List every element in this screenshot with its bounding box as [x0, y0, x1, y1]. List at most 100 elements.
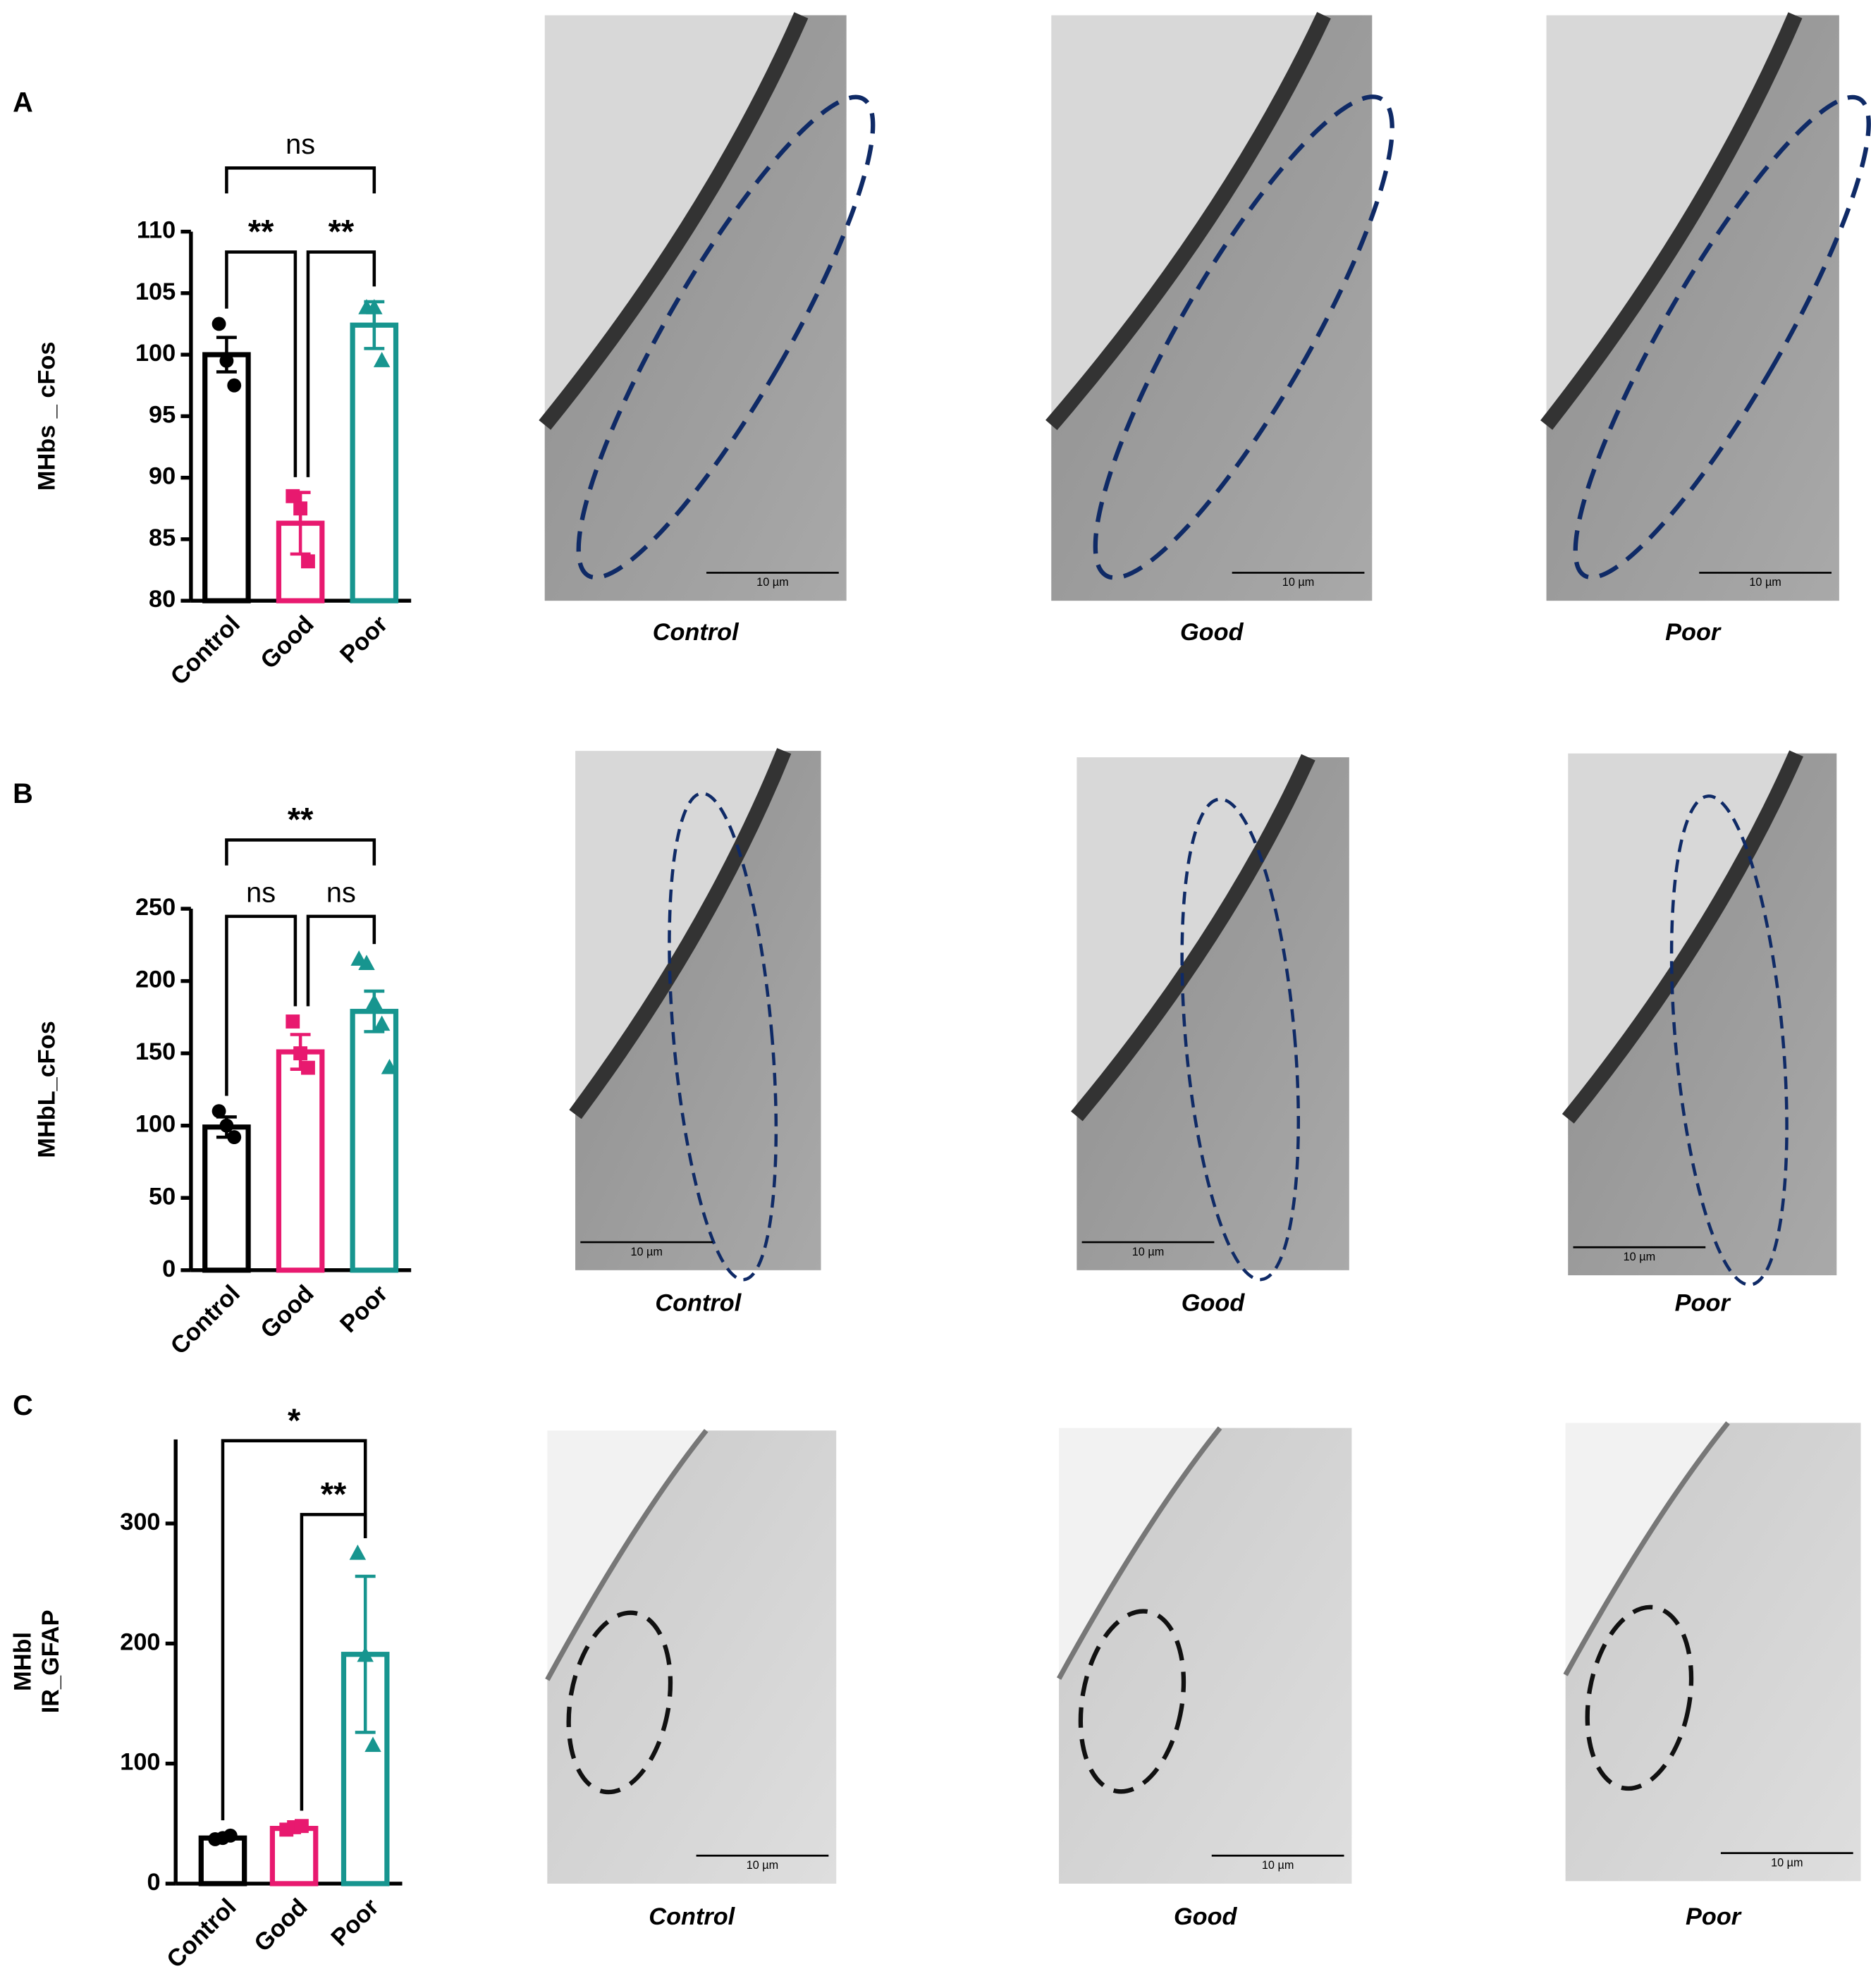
data-point	[366, 299, 383, 314]
significance-label: **	[329, 214, 355, 250]
significance-bracket	[225, 166, 376, 194]
significance-bracket	[225, 838, 376, 866]
data-point	[211, 1104, 226, 1119]
scale-bar-label: 10 µm	[747, 1859, 778, 1872]
y-tick-label: 95	[149, 401, 176, 428]
micrograph: 10 µm	[539, 12, 876, 601]
significance-label: **	[288, 802, 314, 838]
significance-bracket	[225, 914, 297, 1096]
data-point	[358, 955, 375, 971]
significance-label: ns	[246, 878, 276, 909]
data-point	[286, 1014, 300, 1029]
data-point	[301, 554, 315, 569]
x-tick-label: Control	[166, 610, 245, 690]
region-outline	[1669, 794, 1789, 1287]
data-point	[364, 1736, 381, 1753]
x-tick-label: Control	[166, 1280, 245, 1360]
image-caption: Control	[653, 619, 740, 646]
y-axis-label: IR_GFAP	[37, 1610, 64, 1714]
x-tick-label: Poor	[335, 610, 393, 668]
scale-bar-label: 10 µm	[630, 1246, 662, 1258]
bar	[202, 1124, 251, 1273]
y-tick-label: 0	[147, 1869, 160, 1896]
tissue	[1059, 1428, 1352, 1884]
tissue	[1051, 15, 1373, 601]
tissue-edge	[1056, 1426, 1222, 1680]
tissue-edge	[1562, 750, 1803, 1124]
y-tick-label: 100	[135, 1111, 176, 1138]
significance-label: **	[321, 1476, 347, 1513]
significance-label: ns	[326, 878, 356, 909]
y-axis-label: MHbL_cFos	[34, 1021, 61, 1158]
x-tick-label: Good	[255, 610, 319, 674]
significance-bracket	[300, 1513, 367, 1811]
region-outline	[1573, 94, 1871, 580]
y-tick-label: 105	[135, 278, 176, 305]
region-outline	[566, 1610, 673, 1795]
image-caption: Good	[1182, 1290, 1246, 1317]
tissue	[547, 1430, 837, 1884]
panel-label: B	[13, 778, 33, 809]
tissue	[1546, 15, 1839, 601]
y-tick-label: 150	[135, 1038, 176, 1065]
tissue-edge	[1071, 754, 1315, 1122]
data-point	[293, 1046, 308, 1061]
tissue	[544, 15, 847, 601]
tissue	[1568, 753, 1837, 1275]
micrograph: 10 µm	[1562, 750, 1837, 1287]
image-caption: Good	[1180, 619, 1244, 646]
data-point	[373, 352, 391, 367]
tissue	[1565, 1423, 1861, 1882]
tissue	[575, 751, 821, 1270]
significance-bracket	[306, 914, 376, 1007]
y-tick-label: 50	[149, 1183, 176, 1210]
data-point	[219, 353, 234, 368]
data-point	[294, 1819, 309, 1834]
region-outline	[668, 792, 778, 1282]
tissue-edge	[569, 748, 792, 1119]
x-tick-label: Good	[249, 1894, 312, 1957]
bar	[269, 1826, 319, 1886]
y-tick-label: 300	[120, 1509, 160, 1535]
data-point	[286, 489, 300, 503]
tissue-edge	[1045, 12, 1331, 431]
tissue-edge	[539, 12, 809, 430]
data-point	[381, 1059, 398, 1074]
y-tick-label: 200	[120, 1628, 160, 1655]
significance-bracket	[306, 250, 376, 477]
x-tick-label: Control	[161, 1894, 241, 1973]
x-tick-label: Poor	[326, 1894, 384, 1951]
region-outline	[1180, 797, 1301, 1282]
y-tick-label: 85	[149, 524, 176, 551]
data-point	[301, 1060, 315, 1075]
bar	[202, 352, 251, 603]
micrograph: 10 µm	[1563, 1421, 1861, 1882]
y-tick-label: 250	[135, 894, 176, 921]
y-tick-label: 0	[162, 1256, 176, 1282]
region-outline	[1585, 1604, 1694, 1791]
scale-bar-label: 10 µm	[1771, 1856, 1803, 1869]
data-point	[373, 1015, 391, 1031]
data-point	[219, 1118, 234, 1133]
tissue	[1076, 757, 1349, 1270]
scale-bar-label: 10 µm	[1262, 1859, 1294, 1872]
y-tick-label: 110	[137, 217, 176, 244]
image-caption: Poor	[1665, 619, 1722, 646]
data-point	[227, 1130, 242, 1145]
significance-label: *	[288, 1402, 301, 1439]
significance-bracket	[225, 250, 297, 477]
y-tick-label: 200	[135, 967, 176, 993]
image-caption: Poor	[1686, 1903, 1742, 1930]
scale-bar-label: 10 µm	[1749, 576, 1781, 589]
y-tick-label: 90	[149, 463, 176, 490]
bar	[276, 1049, 325, 1273]
image-caption: Control	[649, 1903, 735, 1930]
micrograph: 10 µm	[545, 1428, 837, 1884]
panel-label: C	[13, 1390, 33, 1421]
tissue-edge	[1563, 1421, 1730, 1676]
micrograph: 10 µm	[1540, 12, 1871, 601]
region-outline	[1093, 94, 1394, 580]
micrograph: 10 µm	[569, 748, 821, 1282]
